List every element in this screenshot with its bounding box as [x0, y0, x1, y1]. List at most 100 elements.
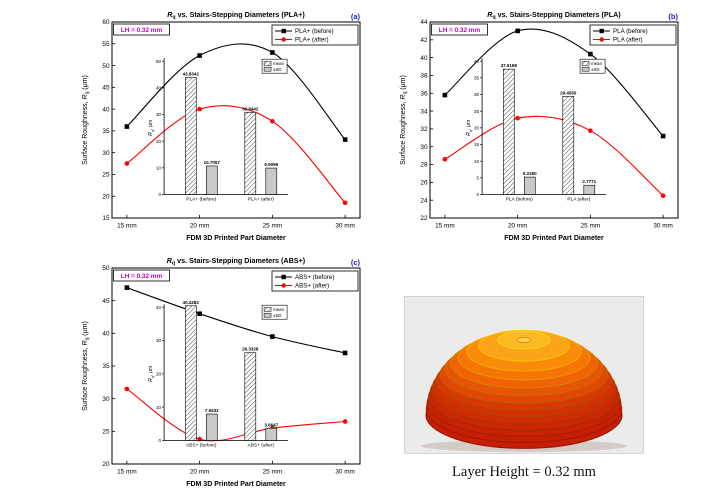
- plot-border: [429, 21, 679, 219]
- legend-marker: [281, 28, 286, 34]
- inset-bar-chart: 0 5 10 15 20 25 30 35 40 Rq, μm 37.6168 5.2260 PLA (…: [466, 58, 607, 202]
- mean-bar: [502, 68, 515, 195]
- x-axis-label: FDM 3D Printed Part Diameter: [186, 235, 286, 242]
- legend-marker: [281, 283, 286, 288]
- inset-category-label: PLA+ (after): [248, 196, 274, 202]
- data-point: [588, 128, 593, 133]
- series-line-1: [126, 388, 346, 442]
- data-point: [270, 50, 275, 55]
- svg-text:20: 20: [156, 139, 162, 144]
- svg-text:22: 22: [420, 215, 428, 222]
- chart-title: Rq vs. Stairs-Stepping Diameters (ABS+): [167, 256, 306, 267]
- svg-text:30: 30: [156, 338, 162, 343]
- svg-text:±SD: ±SD: [273, 313, 282, 318]
- svg-text:15: 15: [474, 142, 480, 147]
- svg-text:45: 45: [102, 298, 110, 305]
- svg-text:42: 42: [420, 37, 428, 44]
- data-point: [442, 156, 448, 162]
- series-line-0: [126, 287, 346, 354]
- svg-text:30: 30: [420, 144, 428, 151]
- svg-text:0: 0: [159, 192, 162, 197]
- data-point: [442, 92, 448, 98]
- legend-marker: [281, 274, 286, 280]
- mean-swatch: [263, 307, 272, 312]
- sd-value-label: 5.2260: [523, 171, 537, 176]
- mean-value-label: 29.4550: [560, 90, 577, 95]
- svg-text:24: 24: [420, 197, 428, 204]
- mean-bar: [184, 305, 197, 441]
- data-point: [342, 350, 348, 356]
- svg-text:40: 40: [102, 106, 110, 113]
- legend-label: PLA (after): [613, 37, 643, 44]
- data-point: [197, 53, 202, 58]
- panel-letter: (a): [351, 12, 361, 21]
- x-axis-label: FDM 3D Printed Part Diameter: [186, 481, 286, 488]
- y-axis: 15 20 25 30 35 40 45 50 55 60: [102, 19, 116, 222]
- svg-text:25 mm: 25 mm: [263, 223, 283, 230]
- legend-box: [589, 24, 677, 46]
- inset-category-label: ABS+ (before): [186, 442, 217, 448]
- svg-text:Rq, μm: Rq, μm: [466, 120, 473, 136]
- svg-text:0: 0: [159, 438, 162, 443]
- svg-text:40: 40: [474, 59, 480, 64]
- sd-bar: [265, 427, 278, 441]
- y-axis-label: Surface Roughness, Rq (μm): [82, 75, 91, 165]
- data-point: [124, 285, 130, 290]
- mean-swatch: [263, 61, 272, 66]
- svg-text:30: 30: [102, 396, 110, 403]
- sd-value-label: 2.7771: [582, 179, 596, 184]
- data-point: [124, 386, 130, 392]
- y-axis-label: Surface Roughness, Rq (μm): [82, 321, 91, 411]
- data-point: [660, 133, 666, 139]
- data-point: [270, 119, 275, 124]
- svg-text:50: 50: [102, 63, 110, 70]
- data-point: [342, 200, 348, 206]
- sd-swatch: [263, 66, 272, 72]
- sd-value-label: 7.9432: [205, 408, 219, 413]
- svg-text:LH = 0.32 mm: LH = 0.32 mm: [121, 27, 163, 34]
- svg-text:40: 40: [156, 305, 162, 310]
- svg-text:15 mm: 15 mm: [435, 223, 455, 230]
- svg-text:38: 38: [420, 73, 428, 80]
- legend: ABS+ (before) ABS+ (after): [271, 270, 359, 292]
- x-axis: 15 mm 20 mm 25 mm 30 mm: [117, 214, 355, 230]
- y-axis: 20 25 30 35 40 45 50: [102, 265, 116, 468]
- sd-swatch: [263, 312, 272, 318]
- legend-marker: [599, 28, 604, 34]
- sd-value-label: 3.6647: [264, 422, 278, 427]
- series-markers-0: [124, 50, 348, 142]
- svg-text:40: 40: [102, 331, 110, 338]
- panel-letter: (b): [668, 12, 678, 21]
- inset-bar-chart: 0 10 20 30 40 50 Rq, μm 43.8342 10.7057 PLA+ (bef…: [148, 58, 289, 202]
- line-chart-a: Rq vs. Stairs-Stepping Diameters (PLA+) (…: [82, 10, 361, 242]
- inset-category-label: PLA (after): [567, 196, 590, 202]
- svg-text:±SD: ±SD: [591, 67, 600, 72]
- dome-3d-image: [404, 296, 644, 459]
- mean-bar: [562, 96, 575, 195]
- svg-text:25 mm: 25 mm: [263, 469, 283, 476]
- x-axis: 15 mm 20 mm 25 mm 30 mm: [435, 214, 673, 230]
- series-line-1: [126, 105, 346, 204]
- svg-text:55: 55: [102, 41, 110, 48]
- svg-text:10: 10: [156, 166, 162, 171]
- svg-text:mean: mean: [273, 307, 285, 312]
- svg-text:30 mm: 30 mm: [653, 223, 673, 230]
- chart-panel-c: Rq vs. Stairs-Stepping Diameters (ABS+) (…: [78, 252, 370, 498]
- series-markers-0: [442, 28, 666, 139]
- data-point: [124, 161, 130, 166]
- svg-text:36: 36: [420, 90, 428, 97]
- chart-panel-b: Rq vs. Stairs-Stepping Diameters (PLA) (b…: [396, 6, 688, 252]
- mean-value-label: 26.3328: [242, 347, 259, 352]
- svg-text:26: 26: [420, 180, 428, 187]
- sd-value-label: 9.9096: [264, 162, 278, 167]
- sd-bar: [583, 184, 596, 195]
- plot-border: [111, 21, 361, 219]
- data-point: [197, 311, 202, 317]
- chart-panel-a: Rq vs. Stairs-Stepping Diameters (PLA+) (…: [78, 6, 370, 252]
- svg-text:20: 20: [474, 126, 480, 131]
- data-point: [270, 334, 275, 339]
- svg-text:10: 10: [156, 405, 162, 410]
- series-line-0: [126, 43, 346, 140]
- data-point: [660, 193, 666, 199]
